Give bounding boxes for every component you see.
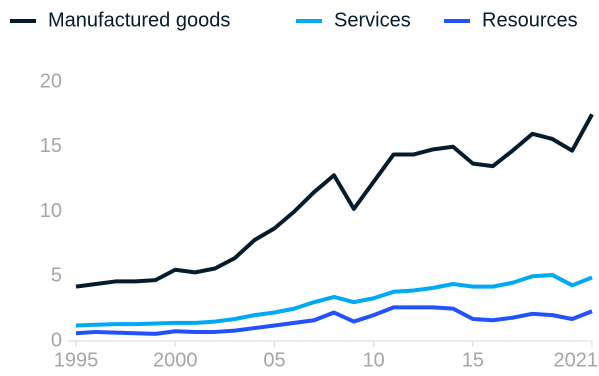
x-tick-label: 2000 <box>153 349 198 371</box>
series-line <box>75 272 593 328</box>
series-line <box>75 305 593 336</box>
legend-label: Manufactured goods <box>48 9 230 31</box>
series-line <box>75 113 594 289</box>
y-tick-label: 15 <box>40 135 62 157</box>
legend-label: Services <box>334 9 411 31</box>
x-tick-label: 10 <box>363 349 385 371</box>
x-tick-label: 05 <box>263 349 285 371</box>
y-tick-label: 10 <box>40 200 62 222</box>
legend-label: Resources <box>482 9 578 31</box>
y-tick-label: 5 <box>51 265 62 287</box>
x-tick-label: 15 <box>462 349 484 371</box>
x-tick-label: 1995 <box>54 349 99 371</box>
x-tick-label: 2021 <box>554 349 599 371</box>
y-tick-label: 20 <box>40 70 62 92</box>
y-tick-label: 0 <box>51 329 62 351</box>
